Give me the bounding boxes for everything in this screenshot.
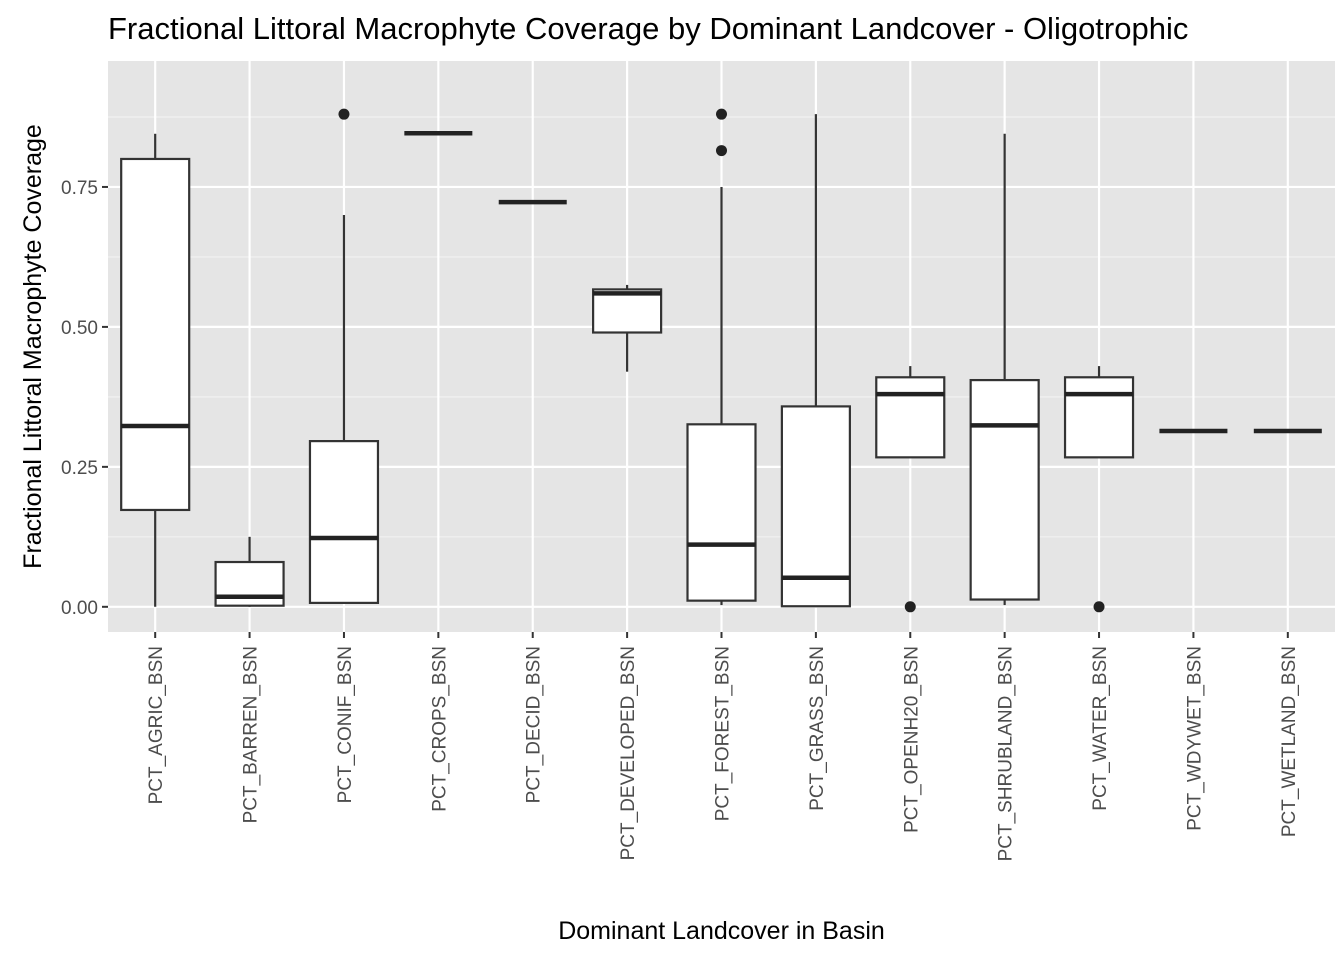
x-tick-label-pct-wetland-bsn: PCT_WETLAND_BSN	[1279, 646, 1300, 837]
box-pct-grass-bsn	[780, 114, 851, 608]
iqr-box	[875, 376, 946, 459]
box-pct-conif-bsn	[308, 108, 380, 605]
chart-title: Fractional Littoral Macrophyte Coverage …	[108, 11, 1188, 46]
outlier-point	[716, 108, 727, 120]
outlier-point	[338, 108, 350, 120]
y-tick-label: 0.00	[61, 598, 98, 619]
box-pct-barren-bsn	[214, 536, 285, 607]
box-pct-forest-bsn	[686, 108, 757, 606]
box-pct-openh20-bsn	[875, 366, 946, 613]
x-tick-label-pct-conif-bsn: PCT_CONIF_BSN	[335, 646, 356, 803]
y-axis-title: Fractional Littoral Macrophyte Coverage	[19, 124, 47, 569]
x-tick-label-pct-crops-bsn: PCT_CROPS_BSN	[429, 646, 450, 812]
x-tick-label-pct-forest-bsn: PCT_FOREST_BSN	[713, 646, 734, 821]
box-pct-water-bsn	[1063, 366, 1135, 613]
x-tick-label-pct-openh20-bsn: PCT_OPENH20_BSN	[901, 646, 922, 833]
x-tick-label-pct-barren-bsn: PCT_BARREN_BSN	[241, 646, 262, 823]
y-tick-label: 0.75	[61, 178, 98, 199]
x-tick-label-pct-agric-bsn: PCT_AGRIC_BSN	[146, 646, 167, 804]
outlier-point	[904, 601, 916, 613]
x-axis: PCT_AGRIC_BSN PCT_BARREN_BSN PCT_CONIF_BSN…	[146, 632, 1300, 861]
box-pct-developed-bsn	[592, 284, 663, 372]
box-pct-agric-bsn	[120, 133, 191, 607]
x-tick-label-pct-water-bsn: PCT_WATER_BSN	[1090, 646, 1111, 811]
y-tick-label: 0.50	[61, 318, 98, 339]
iqr-box	[592, 288, 663, 334]
x-axis-title: Dominant Landcover in Basin	[558, 917, 885, 945]
iqr-box	[120, 157, 191, 512]
iqr-box	[780, 405, 851, 608]
x-tick-label-pct-wdywet-bsn: PCT_WDYWET_BSN	[1184, 646, 1205, 831]
x-tick-label-pct-developed-bsn: PCT_DEVELOPED_BSN	[618, 646, 639, 860]
x-tick-label-pct-grass-bsn: PCT_GRASS_BSN	[807, 646, 828, 811]
outlier-point	[1093, 601, 1105, 613]
outlier-point	[716, 145, 727, 157]
y-axis: 0.00 0.25 0.50 0.75	[61, 178, 108, 619]
x-tick-label-pct-shrubland-bsn: PCT_SHRUBLAND_BSN	[996, 646, 1017, 861]
boxes-layer	[120, 108, 1322, 613]
iqr-box	[214, 560, 285, 607]
iqr-box	[308, 440, 380, 604]
x-tick-label-pct-decid-bsn: PCT_DECID_BSN	[524, 646, 545, 803]
iqr-box	[969, 378, 1040, 601]
box-pct-shrubland-bsn	[969, 133, 1040, 606]
y-tick-label: 0.25	[61, 458, 98, 479]
iqr-box	[686, 423, 757, 602]
iqr-box	[1063, 376, 1135, 459]
